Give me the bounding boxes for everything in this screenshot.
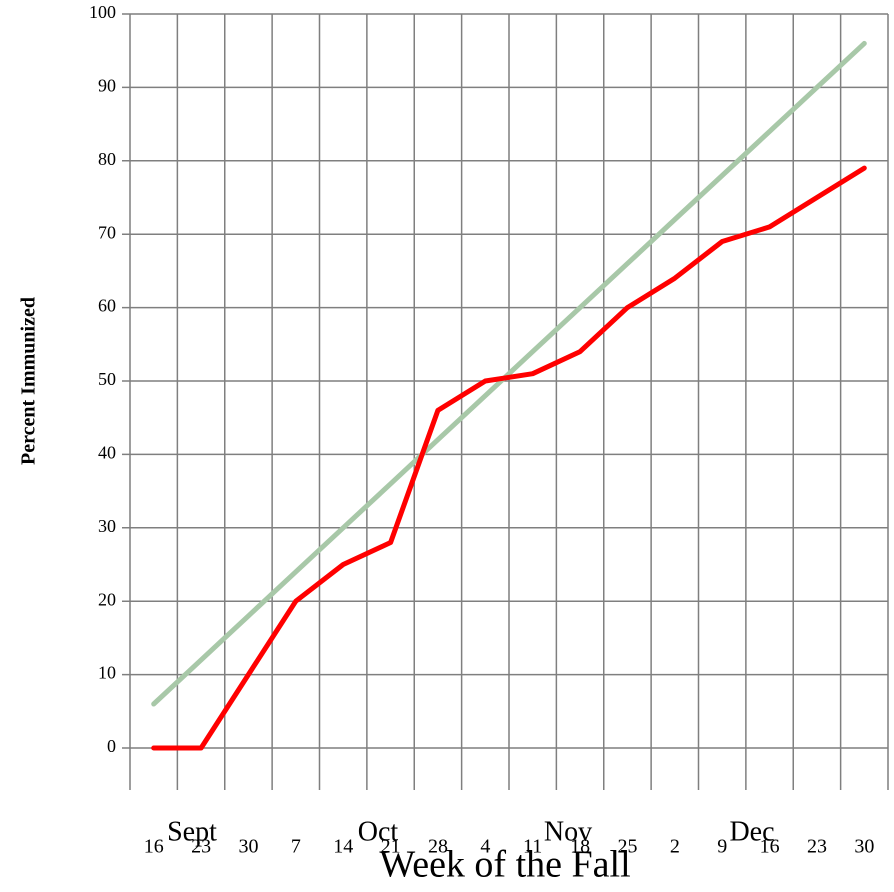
x-tick-label: 2 <box>670 836 680 858</box>
y-axis-title: Percent Immunized <box>18 297 40 465</box>
x-tick-label: 23 <box>191 836 211 858</box>
x-tick-label: 25 <box>617 836 637 858</box>
line-series <box>151 165 867 751</box>
y-tick-label: 20 <box>98 589 116 609</box>
x-tick-label: 9 <box>717 836 727 858</box>
x-tick-label: 21 <box>381 836 401 858</box>
y-tick-label: 50 <box>98 369 116 389</box>
y-tick-label: 0 <box>107 736 116 756</box>
month-label: Sept <box>167 816 217 847</box>
x-tick-label: 11 <box>523 836 542 858</box>
month-label: Oct <box>358 816 399 847</box>
month-label: Nov <box>544 816 592 847</box>
x-tick-label: 14 <box>333 836 353 858</box>
x-tick-label: 4 <box>480 836 490 858</box>
y-tick-label: 60 <box>98 296 116 316</box>
x-tick-label: 30 <box>238 836 258 858</box>
month-label: Dec <box>729 816 774 847</box>
y-tick-label: 10 <box>98 663 116 683</box>
x-axis-title: Week of the Fall <box>379 844 630 886</box>
y-tick-label: 30 <box>98 516 116 536</box>
y-tick-label: 80 <box>98 149 116 169</box>
x-tick-label: 23 <box>807 836 827 858</box>
line-series <box>151 40 867 707</box>
y-tick-label: 90 <box>98 76 116 96</box>
x-tick-label: 7 <box>291 836 301 858</box>
y-tick-label: 100 <box>89 2 116 22</box>
y-tick-label: 70 <box>98 222 116 242</box>
x-tick-label: 16 <box>760 836 780 858</box>
x-tick-label: 28 <box>428 836 448 858</box>
x-tick-label: 30 <box>854 836 874 858</box>
x-tick-label: 16 <box>144 836 164 858</box>
x-tick-label: 18 <box>570 836 590 858</box>
y-tick-label: 40 <box>98 443 116 463</box>
